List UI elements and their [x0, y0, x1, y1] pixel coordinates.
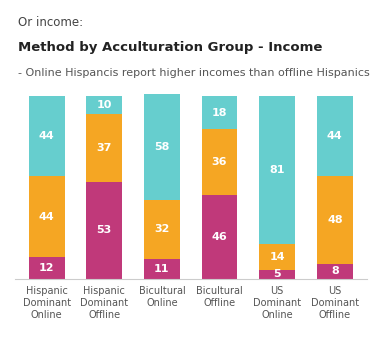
- Bar: [29, 257, 65, 279]
- Bar: [317, 264, 353, 279]
- Bar: [86, 114, 122, 182]
- Text: 12: 12: [39, 263, 54, 273]
- Bar: [202, 129, 237, 195]
- Text: 14: 14: [269, 252, 285, 262]
- Bar: [259, 270, 295, 279]
- Text: 48: 48: [327, 215, 343, 225]
- Text: 46: 46: [212, 232, 227, 242]
- Bar: [259, 244, 295, 270]
- Bar: [202, 96, 237, 129]
- Text: 11: 11: [154, 264, 170, 274]
- Text: 53: 53: [96, 225, 112, 235]
- Bar: [144, 200, 180, 259]
- Text: - Online Hispancis report higher incomes than offline Hispanics: - Online Hispancis report higher incomes…: [18, 68, 370, 78]
- Text: Method by Acculturation Group - Income: Method by Acculturation Group - Income: [18, 41, 323, 54]
- Text: 81: 81: [269, 165, 285, 175]
- Text: 44: 44: [39, 131, 55, 141]
- Text: 8: 8: [331, 267, 339, 276]
- Text: 10: 10: [96, 100, 112, 110]
- Text: 5: 5: [273, 269, 281, 279]
- Bar: [29, 96, 65, 176]
- Bar: [144, 259, 180, 279]
- Text: 18: 18: [212, 107, 227, 118]
- Bar: [317, 96, 353, 176]
- Text: Or income:: Or income:: [18, 16, 84, 29]
- Text: 37: 37: [96, 143, 112, 153]
- Text: 58: 58: [154, 142, 170, 152]
- Bar: [29, 176, 65, 257]
- Text: 44: 44: [327, 131, 343, 141]
- Bar: [202, 195, 237, 279]
- Bar: [144, 94, 180, 200]
- Text: 32: 32: [154, 224, 170, 235]
- Bar: [317, 176, 353, 264]
- Bar: [86, 96, 122, 114]
- Text: 44: 44: [39, 212, 55, 222]
- Bar: [86, 182, 122, 279]
- Text: 36: 36: [212, 157, 227, 167]
- Bar: [259, 96, 295, 244]
